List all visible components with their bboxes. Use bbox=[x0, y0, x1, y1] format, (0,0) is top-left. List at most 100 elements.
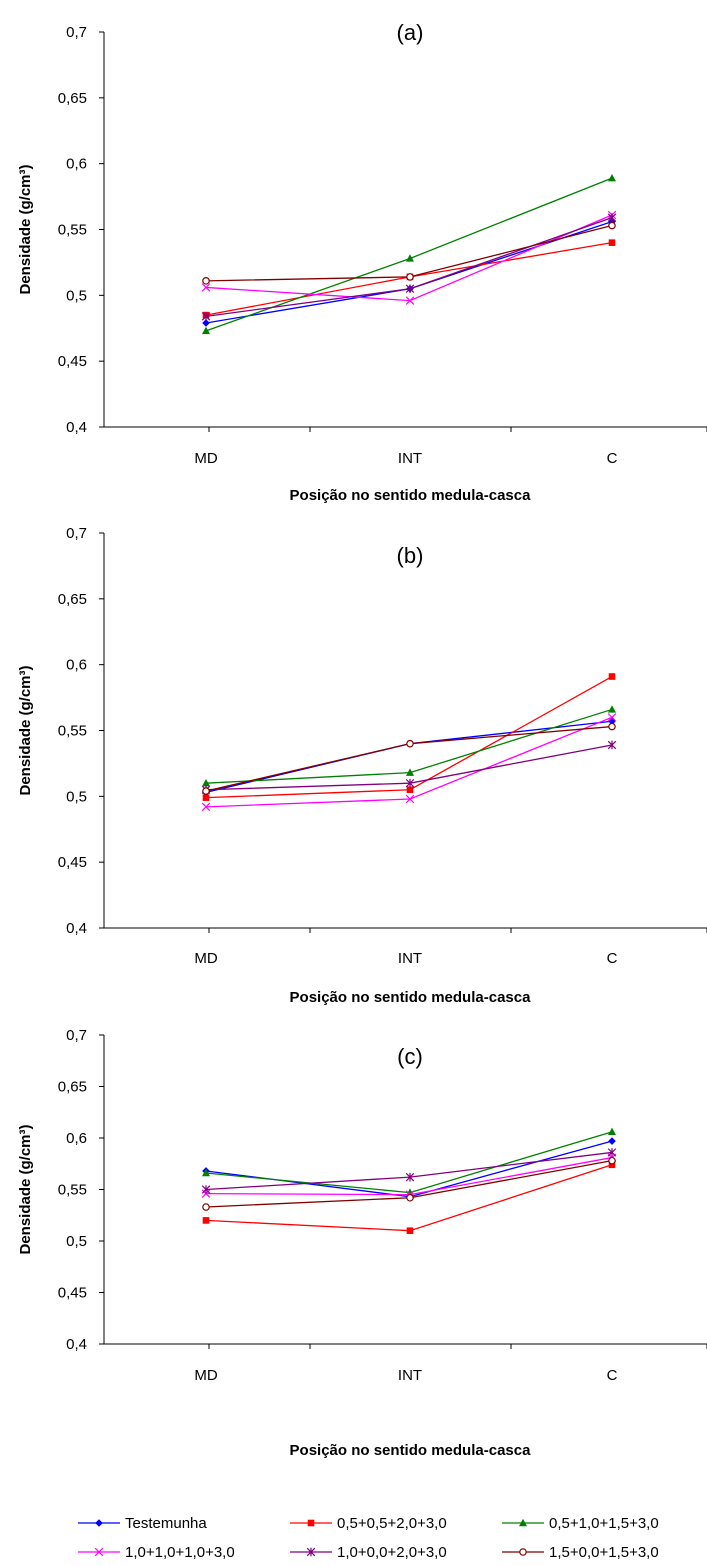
y-tick-label: 0,4 bbox=[66, 1336, 87, 1353]
legend-marker bbox=[519, 1548, 527, 1556]
series-5 bbox=[201, 213, 617, 321]
y-tick-label: 0,4 bbox=[66, 419, 87, 436]
data-point bbox=[406, 273, 414, 281]
data-point bbox=[202, 277, 210, 285]
data-point bbox=[201, 802, 211, 812]
data-point bbox=[608, 1156, 616, 1165]
x-tick-label: MD bbox=[194, 1367, 217, 1384]
legend-marker bbox=[519, 1518, 527, 1527]
x-tick-label: MD bbox=[194, 450, 217, 467]
legend-marker bbox=[307, 1519, 315, 1527]
data-point bbox=[607, 713, 617, 722]
data-point bbox=[405, 794, 415, 804]
data-point bbox=[406, 768, 414, 776]
data-point bbox=[202, 1203, 210, 1211]
chart-title: (b) bbox=[397, 543, 424, 568]
data-point bbox=[406, 786, 414, 794]
data-point bbox=[608, 1137, 616, 1145]
series-6 bbox=[202, 221, 616, 285]
data-point bbox=[608, 1161, 616, 1169]
y-tick-label: 0,65 bbox=[58, 1079, 87, 1096]
x-tick-label: C bbox=[607, 1367, 618, 1384]
data-point bbox=[607, 1148, 617, 1157]
legend-item: 1,0+0,0+2,0+3,0 bbox=[290, 1544, 447, 1561]
y-tick-label: 0,7 bbox=[66, 1027, 87, 1044]
y-tick-label: 0,6 bbox=[66, 657, 87, 674]
data-point bbox=[201, 283, 211, 292]
data-point bbox=[608, 173, 616, 182]
chart-title: (c) bbox=[397, 1044, 423, 1069]
legend: Testemunha 0,5+0,5+2,0+3,0 0,5+1,0+1,5+3,0… bbox=[78, 1515, 659, 1561]
legend-label: Testemunha bbox=[125, 1515, 207, 1532]
y-tick-label: 0,45 bbox=[58, 854, 87, 871]
data-point bbox=[607, 213, 617, 222]
chart-panel-a: 0,4 0,45 0,5 0,55 0,6 0,65 0,7 MD INT C (a) Posição… bbox=[17, 20, 707, 504]
data-point bbox=[406, 1193, 414, 1202]
data-point bbox=[202, 794, 210, 801]
x-tick-label: INT bbox=[398, 450, 422, 467]
data-point bbox=[608, 722, 616, 731]
series-line bbox=[205, 1131, 613, 1194]
series-3 bbox=[202, 705, 616, 787]
data-point bbox=[608, 239, 616, 246]
chart-panel-c: 0,4 0,45 0,5 0,55 0,6 0,65 0,7 MD INT C (c) Posição… bbox=[17, 1027, 707, 1459]
y-tick-label: 0,4 bbox=[66, 920, 87, 937]
y-tick-label: 0,7 bbox=[66, 24, 87, 41]
legend-label: 1,5+0,0+1,5+3,0 bbox=[549, 1544, 659, 1561]
y-tick-label: 0,6 bbox=[66, 1130, 87, 1147]
y-axis-label: Densidade (g/cm³) bbox=[17, 665, 34, 795]
legend-item: 0,5+0,5+2,0+3,0 bbox=[290, 1515, 447, 1532]
data-point bbox=[406, 1227, 414, 1234]
data-point bbox=[201, 1185, 211, 1194]
data-point bbox=[405, 284, 415, 294]
legend-item: Testemunha bbox=[78, 1515, 207, 1532]
x-tick-label: INT bbox=[398, 950, 422, 967]
legend-marker bbox=[306, 1547, 316, 1557]
series-5 bbox=[201, 740, 617, 795]
data-point bbox=[608, 705, 616, 713]
y-tick-label: 0,5 bbox=[66, 287, 87, 304]
y-tick-label: 0,5 bbox=[66, 788, 87, 805]
chart-panel-b: 0,4 0,45 0,5 0,55 0,6 0,65 0,7 MD INT C (b) Posição… bbox=[17, 525, 707, 1006]
data-point bbox=[406, 739, 414, 748]
series-2 bbox=[202, 673, 616, 801]
data-point bbox=[202, 1217, 210, 1224]
y-tick-label: 0,5 bbox=[66, 1233, 87, 1250]
legend-item: 1,0+1,0+1,0+3,0 bbox=[78, 1544, 235, 1561]
y-tick-label: 0,65 bbox=[58, 591, 87, 608]
legend-item: 0,5+1,0+1,5+3,0 bbox=[502, 1515, 659, 1532]
y-tick-label: 0,45 bbox=[58, 1285, 87, 1302]
legend-label: 0,5+1,0+1,5+3,0 bbox=[549, 1515, 659, 1532]
series-2 bbox=[202, 1161, 616, 1234]
x-axis-label: Posição no sentido medula-casca bbox=[290, 1442, 532, 1459]
legend-label: 1,0+1,0+1,0+3,0 bbox=[125, 1544, 235, 1561]
legend-item: 1,5+0,0+1,5+3,0 bbox=[502, 1544, 659, 1561]
data-point bbox=[405, 1172, 415, 1182]
series-5 bbox=[201, 1148, 617, 1194]
x-axis-label: Posição no sentido medula-casca bbox=[290, 487, 532, 504]
x-tick-label: C bbox=[607, 450, 618, 467]
legend-marker bbox=[95, 1519, 103, 1527]
series-line bbox=[205, 744, 613, 791]
data-point bbox=[201, 312, 211, 321]
legend-label: 0,5+0,5+2,0+3,0 bbox=[337, 1515, 447, 1532]
data-point bbox=[608, 717, 616, 726]
y-tick-label: 0,65 bbox=[58, 90, 87, 107]
x-axis-label: Posição no sentido medula-casca bbox=[290, 989, 532, 1006]
data-point bbox=[406, 254, 414, 262]
y-tick-label: 0,55 bbox=[58, 1182, 87, 1199]
data-point bbox=[202, 1168, 210, 1177]
series-4 bbox=[201, 713, 617, 812]
chart-title: (a) bbox=[397, 20, 424, 45]
y-tick-label: 0,45 bbox=[58, 353, 87, 370]
data-point bbox=[608, 221, 616, 230]
series-3 bbox=[202, 173, 616, 335]
data-point bbox=[202, 787, 210, 795]
x-tick-label: C bbox=[607, 950, 618, 967]
y-axis-label: Densidade (g/cm³) bbox=[17, 1124, 34, 1254]
data-point bbox=[405, 778, 415, 788]
data-point bbox=[608, 673, 616, 680]
series-6 bbox=[202, 1156, 616, 1211]
y-tick-label: 0,55 bbox=[58, 723, 87, 740]
y-axis-label: Densidade (g/cm³) bbox=[17, 164, 34, 294]
